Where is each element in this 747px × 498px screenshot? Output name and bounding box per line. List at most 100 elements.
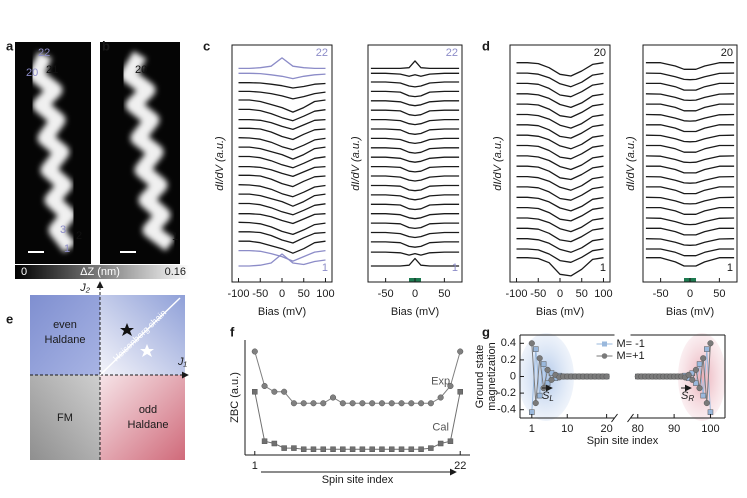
point — [252, 389, 258, 395]
spectrum — [645, 257, 735, 267]
point — [349, 400, 356, 407]
point — [692, 366, 699, 373]
curve-label: 1 — [600, 262, 606, 274]
region-label: FM — [57, 412, 73, 424]
spectrum — [238, 127, 326, 141]
point — [704, 346, 710, 352]
spectrum — [645, 62, 735, 70]
colorbar-min: 0 — [21, 266, 27, 278]
spectrum — [370, 72, 460, 77]
y-axis-label: Ground state — [474, 345, 486, 409]
x-tick-label: 90 — [668, 423, 680, 435]
y-axis-label: dI/dV (a.u.) — [492, 136, 504, 191]
y-axis-label: dI/dV (a.u.) — [214, 136, 226, 191]
x-tick-label: 1 — [252, 460, 258, 472]
point — [330, 446, 336, 452]
point — [457, 389, 463, 395]
site-label: 20 — [135, 64, 147, 76]
x-tick-label: 20 — [601, 423, 613, 435]
point — [427, 400, 434, 407]
spectrum — [645, 134, 735, 143]
point — [603, 373, 610, 380]
point — [349, 446, 356, 452]
y-tick-label: 0 — [510, 370, 516, 382]
plot-frame — [367, 44, 463, 283]
spectrum — [238, 82, 326, 89]
x-tick-label: 50 — [713, 288, 725, 300]
annotation-sub: L — [549, 394, 553, 403]
series-label: Cal — [432, 421, 449, 433]
point — [548, 376, 555, 383]
point — [529, 409, 535, 415]
point — [320, 400, 327, 407]
point — [300, 446, 307, 452]
spectrum — [645, 82, 735, 91]
spectrum — [645, 124, 735, 133]
x-axis-label: Bias (mV) — [258, 306, 306, 318]
x-tick-label: -50 — [530, 288, 546, 300]
panel-label: b — [102, 38, 110, 53]
spectrum — [370, 118, 460, 126]
spectrum — [516, 113, 604, 129]
curve-label: 1 — [452, 262, 458, 274]
point — [533, 346, 539, 352]
point — [418, 400, 425, 407]
point — [271, 440, 278, 447]
point — [700, 392, 706, 399]
point — [398, 446, 405, 452]
legend-label: M=+1 — [617, 350, 645, 362]
point — [408, 400, 415, 407]
site-label: 20 — [26, 67, 38, 79]
point — [291, 445, 297, 451]
spectrum — [370, 184, 460, 192]
x-tick-label: 50 — [576, 288, 588, 300]
point — [310, 400, 317, 407]
panel-label: c — [203, 38, 210, 53]
point — [281, 445, 287, 451]
site-label: 21 — [46, 64, 58, 76]
annotation: SR — [681, 390, 694, 403]
point — [300, 400, 307, 407]
spectrum — [370, 194, 460, 201]
curve-label: 20 — [721, 47, 733, 59]
y-axis-label: dI/dV (a.u.) — [350, 136, 362, 191]
x-axis-label: Spin site index — [587, 435, 659, 447]
spectrum — [516, 93, 604, 109]
point — [457, 348, 464, 355]
spectrum — [370, 251, 460, 256]
spectrum — [370, 128, 460, 135]
legend-label: M= -1 — [617, 338, 645, 350]
x-tick-label: -50 — [378, 288, 394, 300]
curve-label: 22 — [316, 47, 328, 59]
spectrum — [238, 137, 326, 151]
x-tick-label: -50 — [653, 288, 669, 300]
spectrum — [370, 257, 460, 267]
x-tick-label: 0 — [279, 288, 285, 300]
spectrum — [645, 186, 735, 195]
y-axis-label: dI/dV (a.u.) — [625, 136, 637, 191]
spectrum — [645, 217, 735, 226]
spectrum — [370, 241, 460, 248]
series-label: Exp — [431, 375, 450, 387]
chain-b — [120, 51, 175, 251]
point — [261, 382, 268, 390]
spectrum — [238, 253, 326, 267]
spectrum — [516, 196, 604, 212]
spectrum — [645, 175, 735, 184]
spectrum — [645, 196, 735, 205]
legend-marker — [602, 341, 607, 347]
point — [271, 388, 278, 395]
spectrum — [645, 165, 735, 174]
spectrum — [238, 108, 326, 122]
spectrum — [516, 134, 604, 150]
x-tick-label: 100 — [316, 288, 334, 300]
x-tick-label: 1 — [529, 423, 535, 435]
point — [703, 400, 710, 407]
spectrum — [238, 72, 326, 80]
spectrum — [516, 144, 604, 160]
point — [707, 340, 714, 347]
point — [359, 400, 366, 407]
point — [532, 400, 539, 407]
spectrum — [370, 222, 460, 230]
